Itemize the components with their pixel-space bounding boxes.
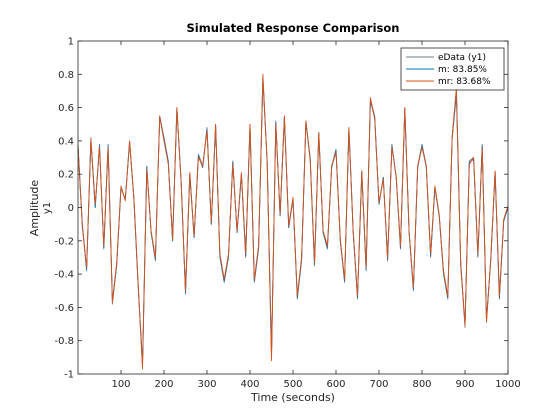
axes-box: [77, 40, 509, 375]
y-tick-label: -0.4: [54, 270, 74, 281]
series-group: [77, 73, 509, 370]
y-tick-label: 1: [68, 37, 74, 48]
series-line-2: [77, 73, 509, 370]
y-tick-label: -0.6: [54, 303, 74, 314]
y-tick-label: -1: [64, 370, 74, 381]
y-tick-label: 0.4: [58, 136, 74, 147]
legend-label-edata: eData (y1): [438, 53, 486, 63]
legend-label-m: m: 83.85%: [438, 65, 487, 75]
channel-label: y1: [42, 202, 53, 214]
x-tick-label: 200: [154, 379, 173, 390]
y-tick-label: 0.6: [58, 103, 74, 114]
y-axis-label: Amplitude: [28, 180, 41, 237]
x-tick-label: 600: [326, 379, 345, 390]
x-tick-label: 400: [240, 379, 259, 390]
x-tick-label: 800: [412, 379, 431, 390]
x-tick-label: 100: [111, 379, 130, 390]
x-axis-label: Time (seconds): [250, 391, 335, 404]
y-tick-label: -0.8: [54, 336, 74, 347]
x-tick-label: 1000: [495, 379, 520, 390]
chart-title: Simulated Response Comparison: [187, 21, 400, 35]
x-tick-label: 900: [455, 379, 474, 390]
legend: eData (y1) m: 83.85% mr: 83.68%: [400, 47, 505, 91]
y-tick-label: 0: [68, 203, 74, 214]
x-tick-label: 500: [283, 379, 302, 390]
x-tick-label: 700: [369, 379, 388, 390]
y-tick-label: 0.8: [58, 70, 74, 81]
x-tick-label: 300: [197, 379, 216, 390]
ticks-group: 100 200 300 400 500 600 700 800 900 1000 -1 -0.8 -0.…: [54, 37, 520, 391]
y-tick-label: 0.2: [58, 170, 74, 181]
legend-label-mr: mr: 83.68%: [438, 77, 491, 87]
y-tick-label: -0.2: [54, 236, 74, 247]
